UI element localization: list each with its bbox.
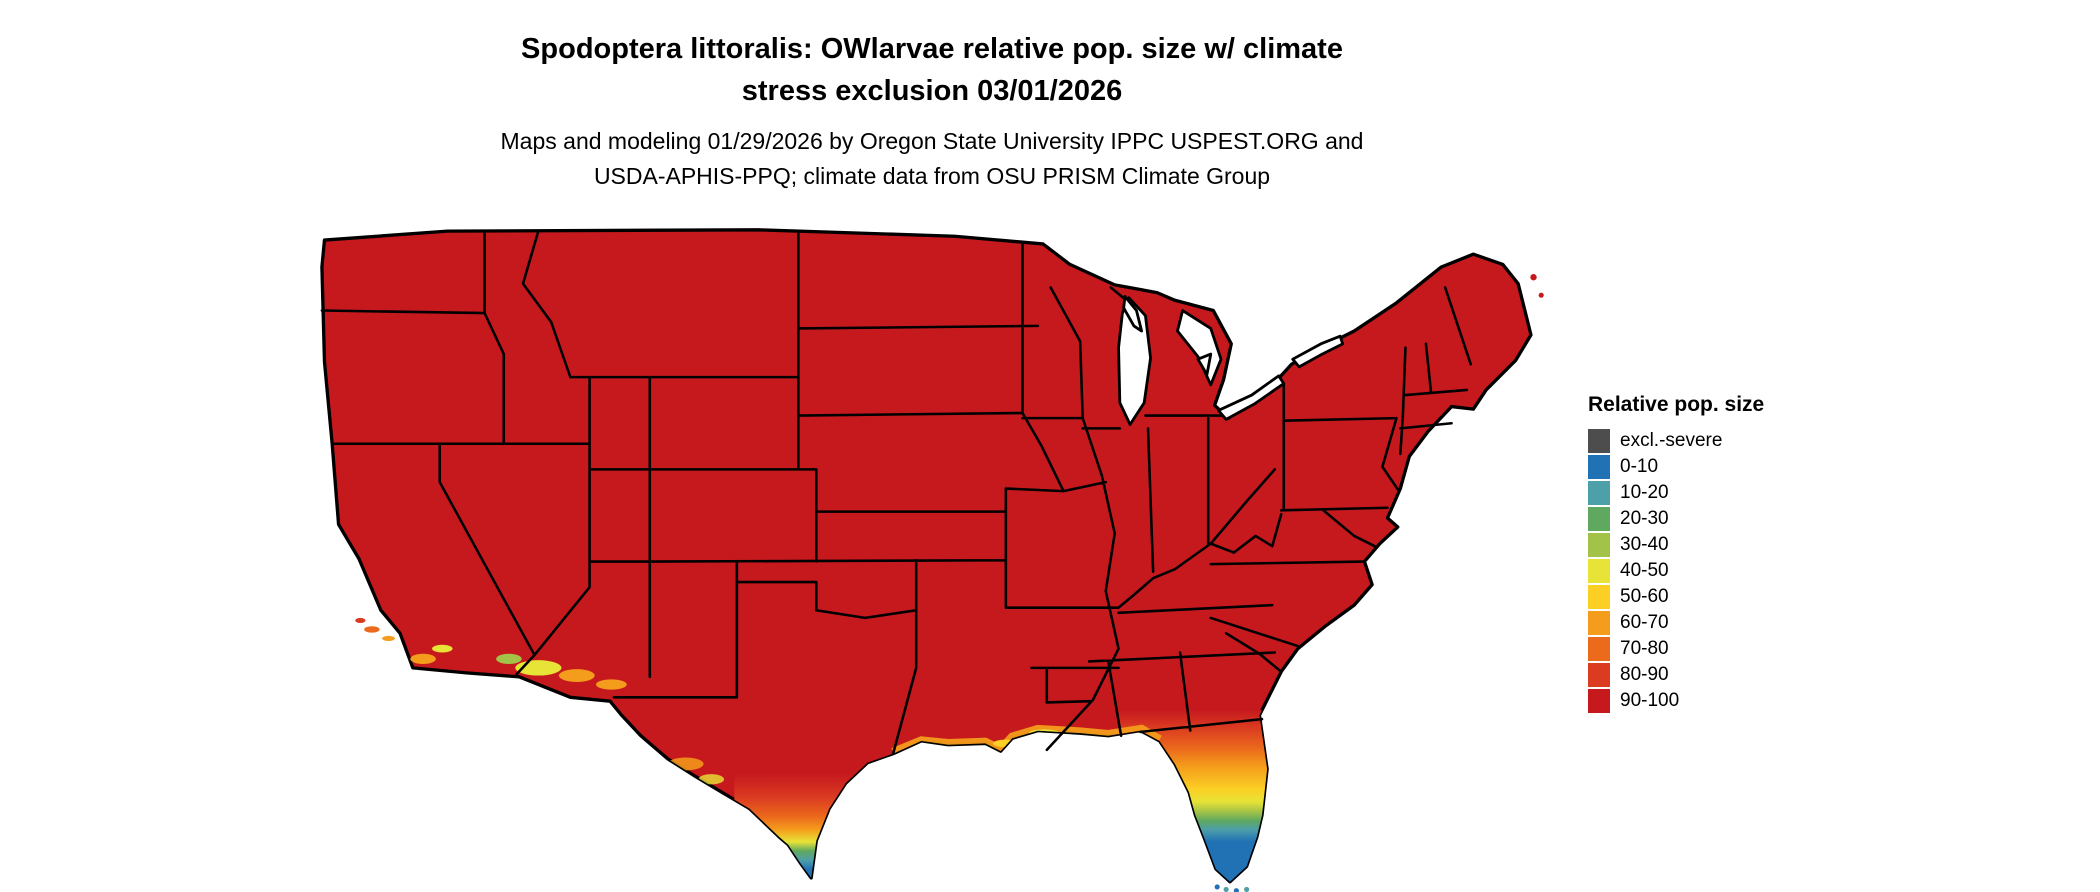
map-credits-line1: Maps and modeling 01/29/2026 by Oregon S… — [500, 128, 1364, 154]
maine-island — [1538, 292, 1544, 298]
florida-key — [1244, 886, 1250, 892]
legend-item: 90-100 — [1588, 689, 1848, 713]
legend-item: 70-80 — [1588, 637, 1848, 661]
legend-label: 20-30 — [1620, 508, 1669, 529]
channel-island — [355, 617, 366, 624]
legend-label: 30-40 — [1620, 534, 1669, 555]
map-title-line2: stress exclusion 03/01/2026 — [741, 75, 1123, 108]
map-title-line1: Spodoptera littoralis: OWlarvae relative… — [521, 33, 1343, 65]
legend-swatch — [1588, 559, 1610, 583]
legend-swatch — [1588, 611, 1610, 635]
legend-item: 80-90 — [1588, 663, 1848, 687]
state-borders — [320, 229, 1473, 755]
legend-swatch — [1588, 455, 1610, 479]
big-bend-patch — [698, 774, 725, 785]
lake-huron — [1176, 309, 1223, 387]
legend-label: 0-10 — [1620, 456, 1659, 477]
socal-coast-patch — [432, 644, 453, 653]
legend-swatch — [1588, 663, 1610, 687]
map-credits: Maps and modeling 01/29/2026 by Oregon S… — [0, 124, 1864, 193]
us-map — [314, 226, 1544, 892]
maine-island — [1530, 274, 1537, 281]
green-bay — [1122, 295, 1144, 333]
legend: Relative pop. size excl.-severe 0-10 10-20… — [1588, 393, 1848, 715]
legend-swatch — [1588, 533, 1610, 557]
offshore-features — [355, 274, 1544, 892]
legend-swatch — [1588, 689, 1610, 713]
map-title: Spodoptera littoralis: OWlarvae relative… — [0, 28, 1864, 112]
legend-swatch — [1588, 585, 1610, 609]
us-map-svg — [320, 228, 1544, 892]
legend-label: 90-100 — [1620, 690, 1680, 711]
legend-swatch — [1588, 507, 1610, 531]
map-credits-line2: USDA-APHIS-PPQ; climate data from OSU PR… — [593, 162, 1271, 189]
channel-island — [364, 626, 380, 633]
legend-swatch — [1588, 637, 1610, 661]
arizona-border-patch — [596, 679, 627, 690]
channel-island — [382, 635, 395, 641]
florida-gradient-region — [1118, 710, 1305, 882]
saginaw-bay — [1196, 352, 1213, 376]
legend-label: 70-80 — [1620, 638, 1669, 659]
legend-swatch — [1588, 481, 1610, 505]
legend-label: 40-50 — [1620, 560, 1669, 581]
florida-key — [1223, 886, 1229, 892]
arizona-border-patch — [496, 653, 522, 665]
legend-item: 30-40 — [1588, 533, 1848, 557]
arizona-border-patch — [558, 669, 595, 682]
legend-item: 20-30 — [1588, 507, 1848, 531]
legend-item: 60-70 — [1588, 611, 1848, 635]
legend-label: 60-70 — [1620, 612, 1669, 633]
legend-item: excl.-severe — [1588, 429, 1848, 453]
florida-key — [1214, 884, 1220, 890]
legend-items: excl.-severe 0-10 10-20 20-30 30-40 40-50 50-6… — [1588, 429, 1848, 713]
legend-swatch — [1588, 429, 1610, 453]
lake-ontario — [1291, 334, 1345, 369]
legend-label: 80-90 — [1620, 664, 1669, 685]
legend-label: 10-20 — [1620, 482, 1669, 503]
great-lakes — [1117, 295, 1345, 426]
lake-erie — [1217, 374, 1286, 421]
legend-item: 0-10 — [1588, 455, 1848, 479]
legend-item: 10-20 — [1588, 481, 1848, 505]
legend-item: 50-60 — [1588, 585, 1848, 609]
legend-label: 50-60 — [1620, 586, 1669, 607]
socal-coast-patch — [410, 653, 436, 665]
legend-title: Relative pop. size — [1588, 393, 1765, 416]
legend-item: 40-50 — [1588, 559, 1848, 583]
legend-label: excl.-severe — [1620, 430, 1723, 451]
florida-key — [1233, 888, 1239, 892]
